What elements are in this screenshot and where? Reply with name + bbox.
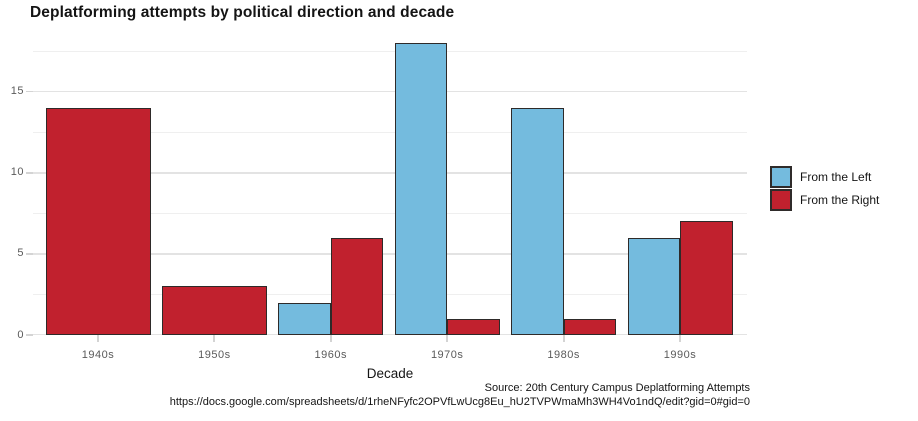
y-tick-label: 0 [17, 328, 24, 341]
bar-from-the-right-1970s [447, 318, 500, 335]
caption-url: https://docs.google.com/spreadsheets/d/1… [169, 395, 750, 408]
legend-swatch-from-the-right [770, 189, 792, 211]
chart-title: Deplatforming attempts by political dire… [30, 4, 455, 21]
bar-from-the-left-1990s [627, 237, 680, 335]
gridline-major [33, 253, 747, 255]
gridline-minor [33, 212, 747, 214]
legend-label: From the Right [800, 193, 880, 207]
x-tick [446, 335, 449, 342]
x-tick [679, 335, 681, 342]
y-tick [26, 334, 33, 336]
y-tick [26, 90, 33, 93]
x-tick [213, 335, 216, 342]
y-tick-label: 15 [10, 85, 24, 98]
x-tick-label: 1950s [198, 349, 231, 361]
gridline-minor [33, 131, 747, 133]
bar-from-the-left-1980s [511, 107, 564, 335]
bar-from-the-right-1950s [161, 286, 267, 335]
gridline-minor [33, 50, 747, 52]
gridline-major [33, 172, 747, 174]
caption-source: Source: 20th Century Campus Deplatformin… [484, 382, 750, 394]
plot-panel [33, 30, 747, 335]
x-tick [97, 335, 99, 342]
x-tick [329, 335, 332, 342]
x-tick [562, 335, 565, 342]
legend-item: From the Right [770, 189, 879, 211]
bar-from-the-right-1960s [330, 237, 384, 335]
bar-from-the-left-1970s [394, 42, 448, 335]
y-tick-label: 5 [17, 247, 24, 260]
x-axis-label: Decade [366, 366, 414, 381]
y-tick [26, 253, 33, 255]
bar-from-the-left-1960s [278, 302, 331, 335]
bar-from-the-right-1990s [680, 221, 733, 335]
legend-item: From the Left [770, 166, 879, 188]
x-tick-label: 1990s [663, 349, 697, 361]
y-tick-label: 10 [10, 166, 24, 179]
y-tick [26, 172, 33, 174]
gridline-minor [33, 293, 747, 295]
bar-from-the-right-1980s [563, 318, 617, 335]
x-tick-label: 1960s [314, 349, 348, 361]
x-tick-label: 1980s [547, 349, 580, 361]
x-tick-label: 1940s [81, 349, 115, 361]
legend: From the Left From the Right [770, 166, 879, 212]
caption: Source: 20th Century Campus Deplatformin… [0, 382, 750, 409]
legend-label: From the Left [800, 170, 872, 184]
legend-swatch-from-the-left [770, 166, 792, 188]
x-tick-label: 1970s [430, 349, 464, 361]
gridline-major [33, 333, 747, 335]
gridline-major [33, 90, 747, 93]
bar-from-the-right-1940s [45, 107, 151, 335]
